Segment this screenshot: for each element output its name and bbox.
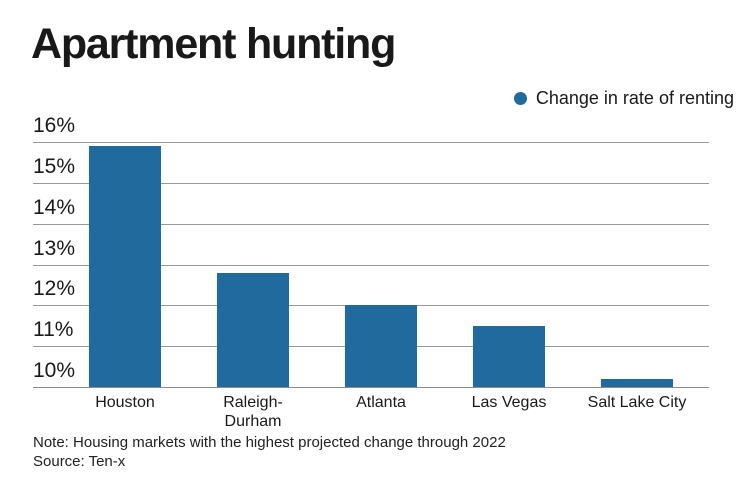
x-axis-label: Atlanta	[356, 394, 406, 411]
bar-salt-lake-city	[601, 379, 673, 387]
footnotes: Note: Housing markets with the highest p…	[33, 433, 506, 471]
note-text: Note: Housing markets with the highest p…	[33, 434, 506, 451]
gridline	[33, 265, 709, 266]
y-axis-label: 11%	[33, 318, 74, 341]
y-axis-label: 16%	[33, 114, 76, 137]
legend-marker-icon	[513, 92, 527, 105]
bar-raleigh-durham	[217, 273, 289, 387]
x-axis-label: Raleigh- Durham	[223, 394, 283, 430]
y-axis-label: 14%	[33, 196, 76, 219]
x-axis-label: Houston	[95, 394, 155, 411]
y-axis-label: 10%	[33, 359, 76, 382]
bar-houston	[89, 146, 161, 387]
bar-las-vegas	[473, 326, 545, 387]
legend: Change in rate of renting	[513, 88, 734, 109]
x-axis-label: Salt Lake City	[587, 394, 687, 411]
chart-title: Apartment hunting	[31, 20, 396, 68]
gridline	[33, 183, 709, 184]
bar-atlanta	[345, 305, 417, 387]
gridline	[33, 224, 709, 225]
legend-label: Change in rate of renting	[535, 88, 734, 108]
x-axis-label: Las Vegas	[471, 394, 547, 411]
y-axis-label: 13%	[33, 237, 76, 260]
source-text: Source: Ten-x	[33, 453, 126, 470]
y-axis-label: 15%	[33, 155, 76, 178]
gridline	[33, 142, 709, 143]
x-axis-line	[33, 387, 709, 388]
y-axis-label: 12%	[33, 277, 76, 300]
